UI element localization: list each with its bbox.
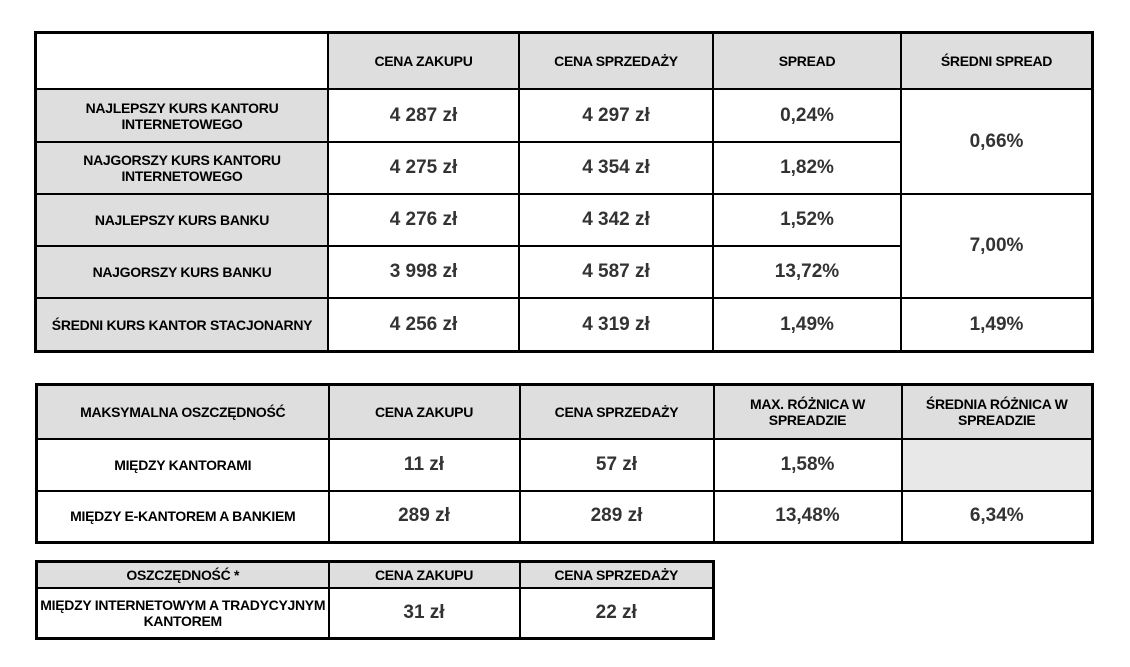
header-buy: CENA ZAKUPU <box>327 32 520 90</box>
header-avg-spread-diff: ŚREDNIA RÓŻNICA W SPREADZIE <box>900 383 1094 440</box>
header-sell: CENA SPRZEDAŻY <box>518 560 715 589</box>
header-max-spread-diff: MAX. RÓŻNICA W SPREADZIE <box>712 383 903 440</box>
buy-value: 11 zł <box>327 437 521 492</box>
table-row: NAJGORSZY KURS BANKU 3 998 zł 4 587 zł 1… <box>35 245 1092 299</box>
row-label: NAJGORSZY KURS BANKU <box>35 245 329 299</box>
table-row: ŚREDNI KURS KANTOR STACJONARNY 4 256 zł … <box>35 297 1093 352</box>
header-buy: CENA ZAKUPU <box>327 560 521 589</box>
row-label: MIĘDZY E-KANTOREM A BANKIEM <box>35 489 330 544</box>
buy-value: 289 zł <box>327 489 521 544</box>
row-label: ŚREDNI KURS KANTOR STACJONARNY <box>35 297 329 352</box>
sell-value: 57 zł <box>518 437 715 492</box>
sell-value: 289 zł <box>518 489 715 544</box>
buy-value: 3 998 zł <box>327 245 520 299</box>
sell-value: 4 297 zł <box>518 88 714 143</box>
exchange-rates-table: CENA ZAKUPU CENA SPRZEDAŻY SPREAD ŚREDNI… <box>34 31 1094 353</box>
sell-value: 4 354 zł <box>518 141 714 195</box>
avg-spread-value: 7,00% <box>900 193 1093 299</box>
row-label: MIĘDZY KANTORAMI <box>35 437 330 492</box>
table-row: MIĘDZY E-KANTOREM A BANKIEM 289 zł 289 z… <box>35 489 1094 544</box>
table-row: MIĘDZY KANTORAMI 11 zł 57 zł 1,58% <box>35 437 1094 492</box>
empty-corner <box>36 33 328 89</box>
row-label: NAJGORSZY KURS KANTORU INTERNETOWEGO <box>35 141 329 195</box>
row-label: MIĘDZY INTERNETOWYM A TRADYCYJNYM KANTOR… <box>35 586 330 640</box>
spread-value: 0,24% <box>712 88 902 143</box>
buy-value: 4 276 zł <box>327 193 520 247</box>
avg-spread-value: 1,49% <box>900 297 1093 352</box>
header-spread: SPREAD <box>712 32 902 90</box>
savings-table: OSZCZĘDNOŚĆ * CENA ZAKUPU CENA SPRZEDAŻY… <box>35 560 715 640</box>
spread-value: 13,72% <box>712 245 902 299</box>
sell-value: 4 587 zł <box>518 245 714 299</box>
avg-diff-empty <box>900 437 1094 492</box>
buy-value: 4 287 zł <box>327 88 520 143</box>
spread-value: 1,82% <box>712 141 902 195</box>
header-buy: CENA ZAKUPU <box>327 383 521 440</box>
table-row: NAJGORSZY KURS KANTORU INTERNETOWEGO 4 2… <box>35 141 1092 195</box>
spread-value: 1,49% <box>712 297 902 352</box>
buy-value: 31 zł <box>327 586 521 640</box>
table-row: MIĘDZY INTERNETOWYM A TRADYCYJNYM KANTOR… <box>35 586 715 640</box>
sell-value: 4 319 zł <box>518 297 714 352</box>
avg-spread-value: 0,66% <box>900 88 1093 195</box>
sell-value: 22 zł <box>518 586 715 640</box>
max-savings-table: MAKSYMALNA OSZCZĘDNOŚĆ CENA ZAKUPU CENA … <box>35 383 1094 544</box>
row-label: NAJLEPSZY KURS KANTORU INTERNETOWEGO <box>35 88 329 143</box>
spread-value: 1,52% <box>712 193 902 247</box>
header-avg-spread: ŚREDNI SPREAD <box>900 32 1093 90</box>
buy-value: 4 256 zł <box>327 297 520 352</box>
table-row: NAJLEPSZY KURS KANTORU INTERNETOWEGO 4 2… <box>35 88 1093 195</box>
row-label: NAJLEPSZY KURS BANKU <box>35 193 329 247</box>
header-savings: OSZCZĘDNOŚĆ * <box>35 560 330 589</box>
table-row: NAJLEPSZY KURS BANKU 4 276 zł 4 342 zł 1… <box>35 193 1093 299</box>
buy-value: 4 275 zł <box>327 141 520 195</box>
max-diff-value: 13,48% <box>712 489 903 544</box>
header-max-savings: MAKSYMALNA OSZCZĘDNOŚĆ <box>35 383 330 440</box>
avg-diff-value: 6,34% <box>900 489 1094 544</box>
header-sell: CENA SPRZEDAŻY <box>518 32 714 90</box>
header-sell: CENA SPRZEDAŻY <box>518 383 715 440</box>
sell-value: 4 342 zł <box>518 193 714 247</box>
max-diff-value: 1,58% <box>712 437 903 492</box>
